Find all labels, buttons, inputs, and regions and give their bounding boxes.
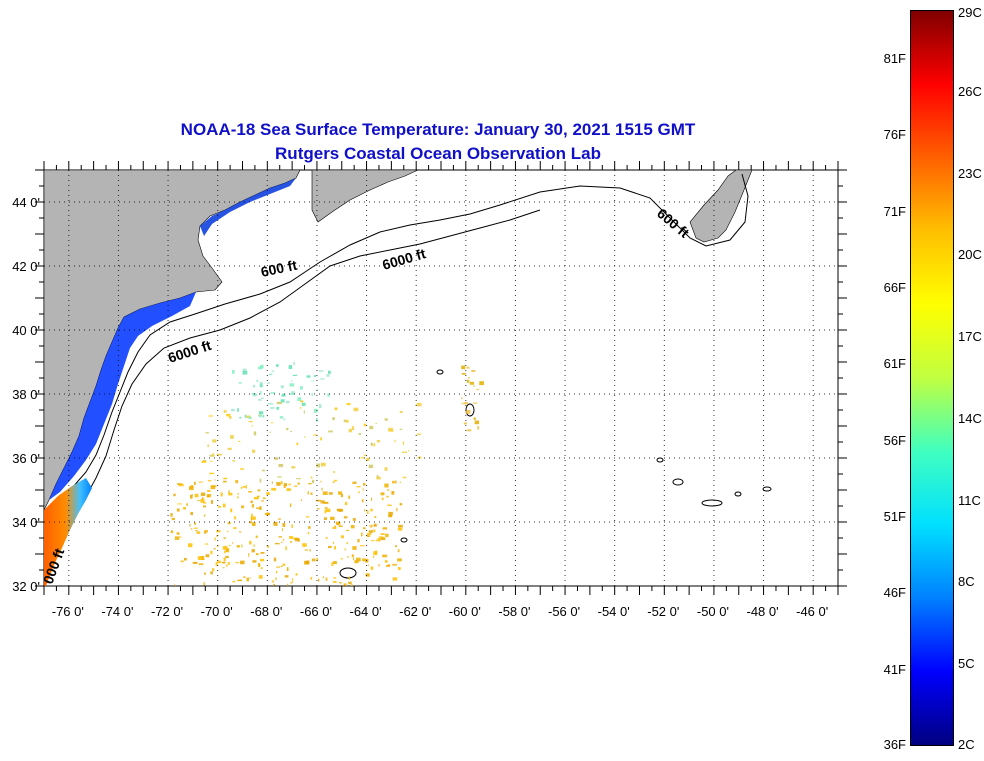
- axis-tick-labels: -76 0' -74 0' -72 0' -70 0' -68 0' -66 0' -64 …: [12, 195, 828, 619]
- colorbar-celsius-label: 8C: [958, 574, 975, 590]
- contour-600-ft: [44, 173, 749, 519]
- lon-tick-label: -62 0': [399, 604, 431, 619]
- colorbar-celsius-label: 2C: [958, 737, 975, 752]
- lon-tick-label: -56 0': [548, 604, 580, 619]
- temperature-colorbar: [910, 10, 954, 746]
- map-subtitle: Rutgers Coastal Ocean Observation Lab: [275, 144, 601, 163]
- lon-tick-label: -50 0': [697, 604, 729, 619]
- colorbar-celsius-label: 29C: [958, 5, 982, 20]
- lon-tick-label: -46 0': [796, 604, 828, 619]
- lat-tick-label: 42 0': [12, 259, 40, 274]
- lat-tick-label: 32 0': [12, 579, 40, 594]
- colorbar-fahrenheit-label: 51F: [883, 508, 906, 524]
- colorbar-fahrenheit-label: 71F: [883, 203, 906, 219]
- sst-maine-cold: [200, 178, 296, 236]
- lon-tick-label: -60 0': [449, 604, 481, 619]
- lon-tick-label: -70 0': [201, 604, 233, 619]
- contour-6000-ft: [44, 209, 541, 567]
- colorbar-fahrenheit-label: 41F: [883, 661, 906, 677]
- lat-tick-label: 44 0': [12, 195, 40, 210]
- lon-tick-label: -48 0': [747, 604, 779, 619]
- lat-tick-label: 38 0': [12, 387, 40, 402]
- colorbar-celsius-label: 20C: [958, 247, 982, 263]
- lon-tick-label: -74 0': [101, 604, 133, 619]
- lat-tick-label: 36 0': [12, 451, 40, 466]
- lat-tick-label: 34 0': [12, 515, 40, 530]
- land-nova-scotia: [311, 170, 419, 223]
- lon-tick-label: -68 0': [250, 604, 282, 619]
- colorbar-celsius-label: 14C: [958, 410, 982, 426]
- colorbar-fahrenheit-label: 56F: [883, 432, 906, 448]
- colorbar-fahrenheit-label: 46F: [883, 585, 906, 601]
- axis-ticks: [35, 161, 847, 595]
- colorbar-celsius-label: 26C: [958, 83, 982, 99]
- lon-tick-label: -72 0': [151, 604, 183, 619]
- lon-tick-label: -52 0': [647, 604, 679, 619]
- map-title: NOAA-18 Sea Surface Temperature: January…: [180, 120, 696, 139]
- colorbar-celsius-label: 17C: [958, 329, 982, 345]
- lon-tick-label: -64 0': [350, 604, 382, 619]
- colorbar-celsius-label: 5C: [958, 656, 975, 672]
- colorbar-celsius-label: 23C: [958, 165, 982, 181]
- colorbar-fahrenheit-label: 76F: [883, 127, 906, 143]
- colorbar-fahrenheit-label: 81F: [883, 50, 906, 66]
- colorbar-fahrenheit-label: 61F: [883, 356, 906, 372]
- lon-tick-label: -54 0': [598, 604, 630, 619]
- lon-tick-label: -58 0': [498, 604, 530, 619]
- lon-tick-label: -66 0': [300, 604, 332, 619]
- lat-tick-label: 40 0': [12, 323, 40, 338]
- sst-gulfstream-warm: [44, 478, 92, 586]
- colorbar-fahrenheit-label: 66F: [883, 279, 906, 295]
- colorbar-fahrenheit-label: 36F: [883, 737, 906, 752]
- colorbar-celsius-label: 11C: [958, 492, 981, 508]
- land-newfoundland: [689, 170, 753, 243]
- sst-coastal-cold: [49, 292, 196, 500]
- contour-label: 600 ft: [259, 257, 298, 280]
- seamount-contours: [339, 369, 772, 579]
- lon-tick-label: -76 0': [52, 604, 84, 619]
